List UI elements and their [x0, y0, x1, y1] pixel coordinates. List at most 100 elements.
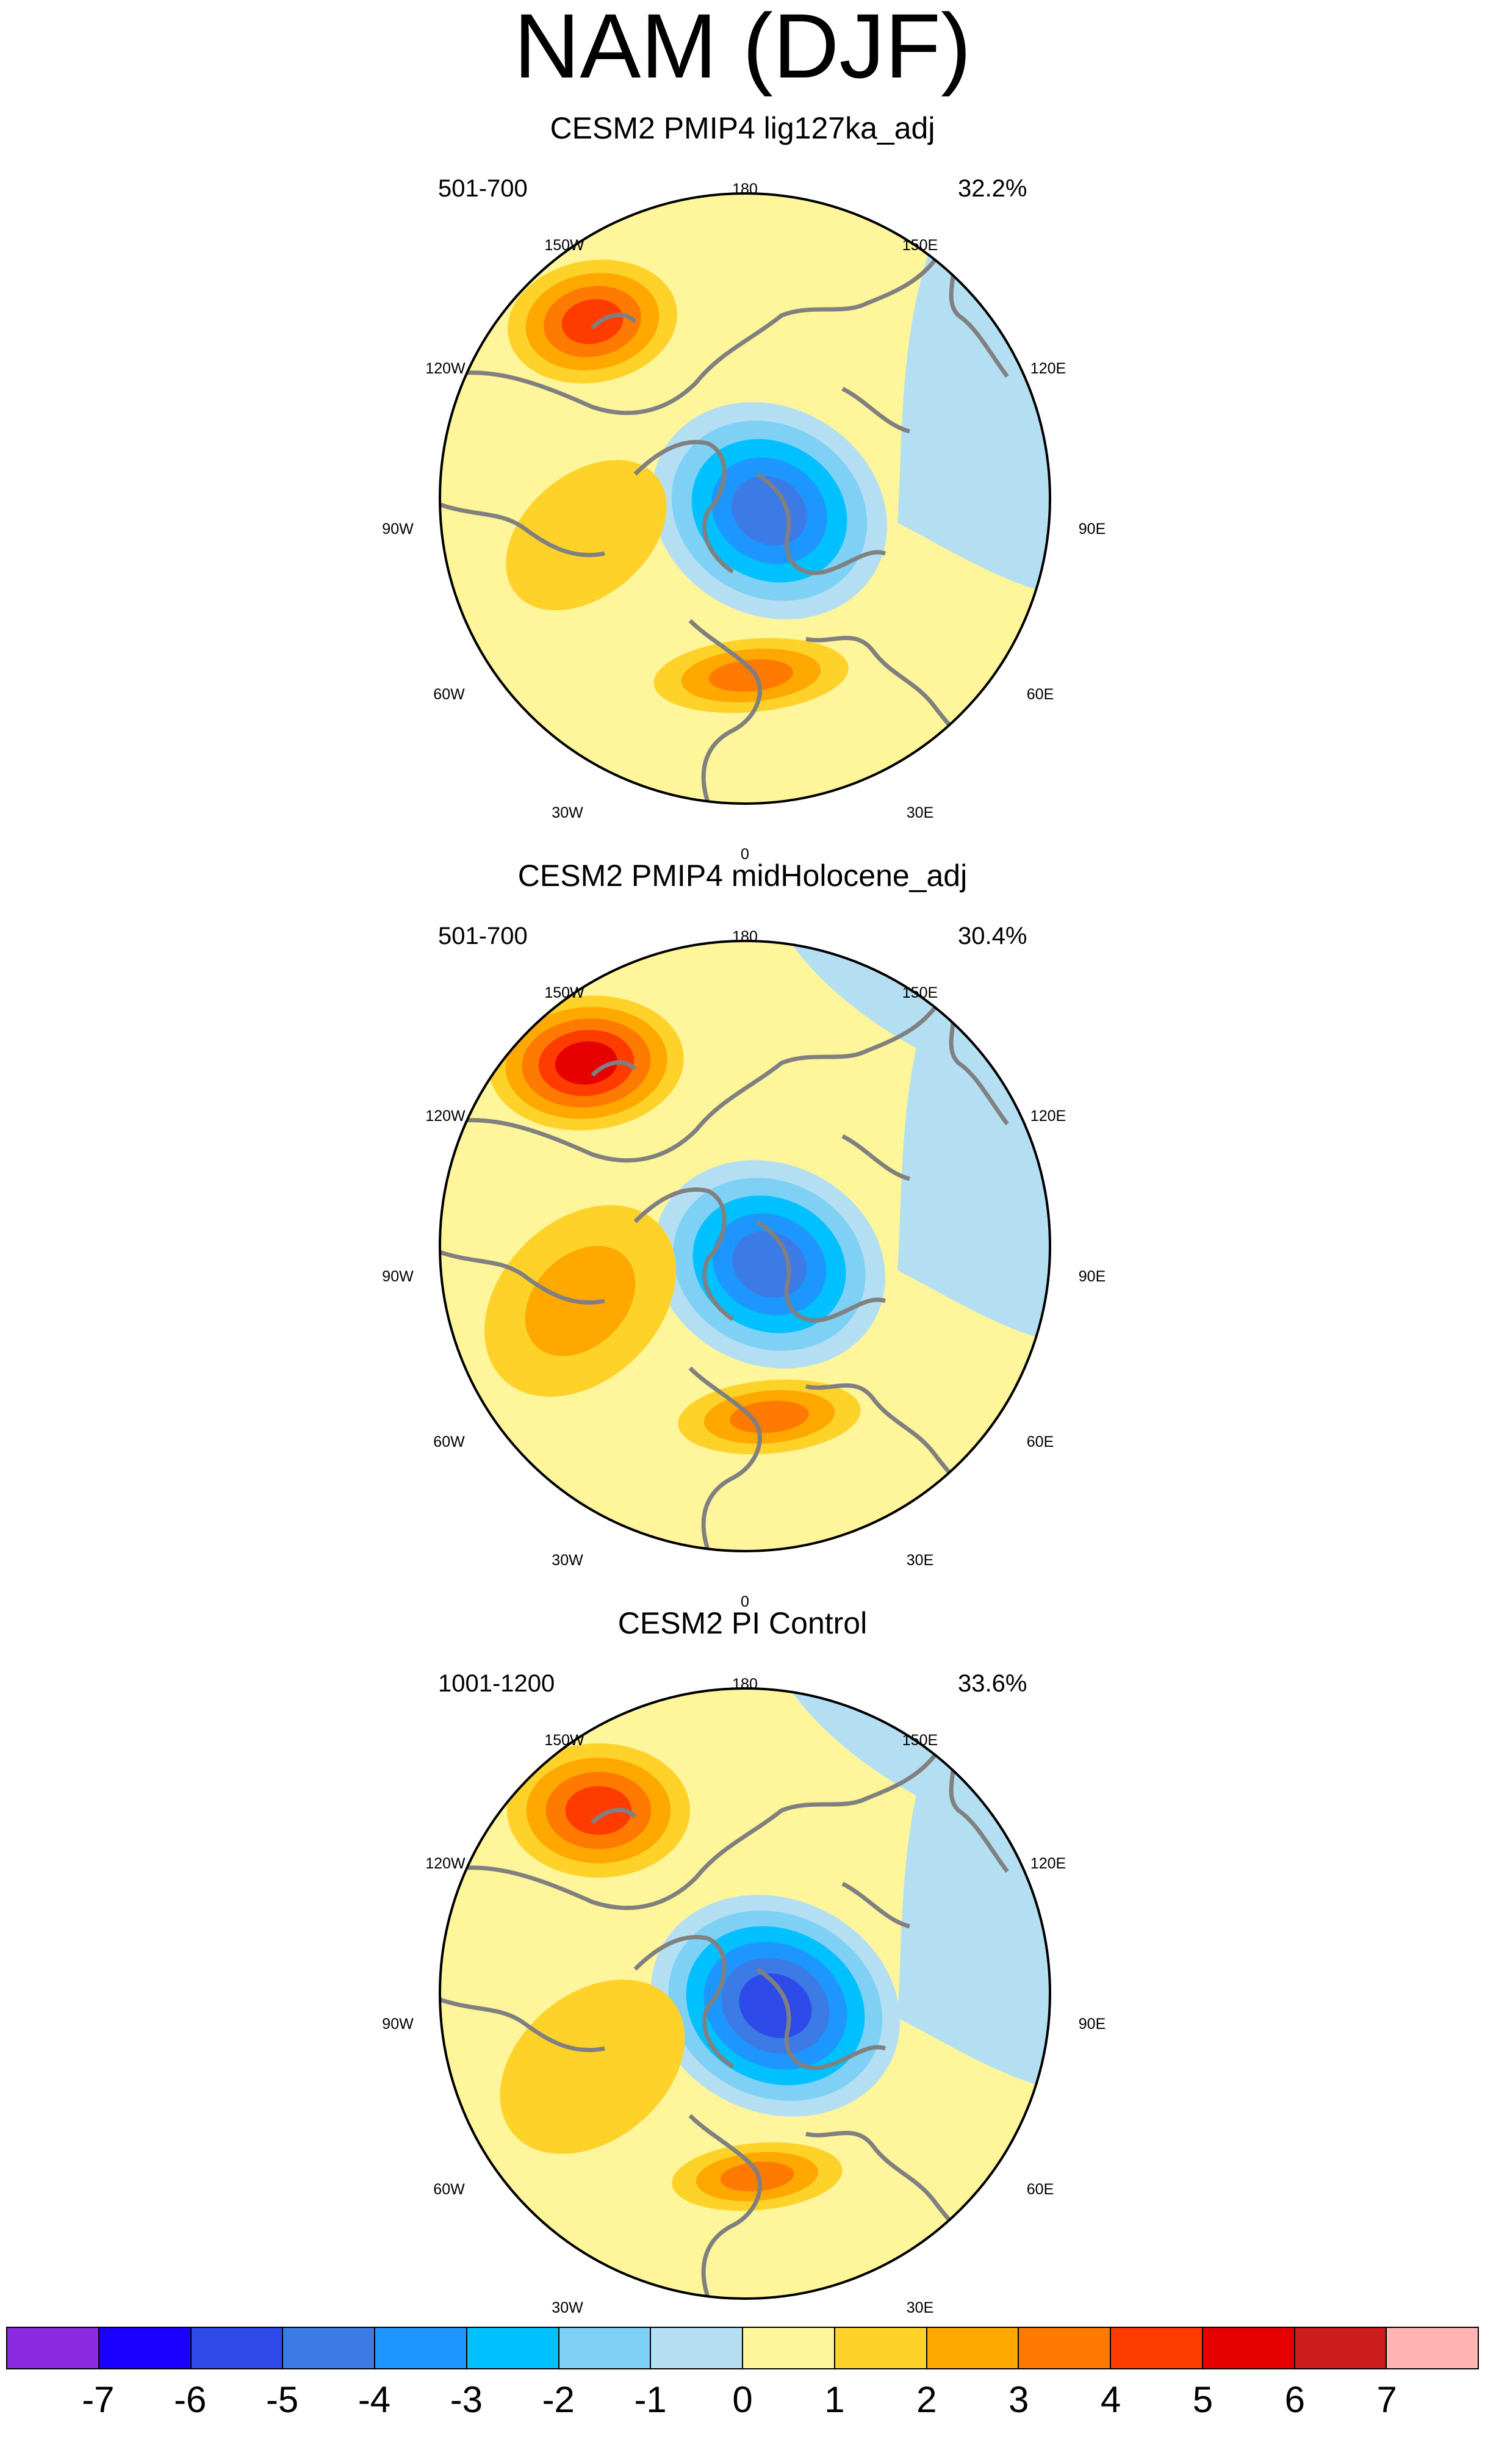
longitude-label: 30E: [906, 2299, 934, 2316]
longitude-label: 180: [732, 928, 758, 945]
pacific-positive-center-level-5: [555, 1041, 618, 1085]
colorbar-label: -7: [82, 2379, 115, 2420]
coastline: [756, 472, 886, 575]
coastlines: [440, 988, 1009, 1551]
colorbar-box: [1387, 2328, 1478, 2368]
colorbar-box: [1111, 2328, 1203, 2368]
map-boundary: [439, 192, 1051, 805]
longitude-label: 60W: [433, 2181, 465, 2198]
colorbar-box: [651, 2328, 743, 2368]
colorbar-label: 0: [732, 2379, 753, 2420]
colorbar-box: [7, 2328, 99, 2368]
colorbar-label: 1: [824, 2379, 845, 2420]
coastline: [440, 502, 605, 558]
longitude-label: 60W: [433, 1433, 465, 1450]
colorbar-label: -4: [358, 2379, 391, 2420]
longitude-label: 120W: [425, 360, 466, 377]
longitude-label: 30W: [552, 804, 583, 821]
coastline: [688, 2114, 762, 2299]
colorbar-label: 3: [1008, 2379, 1029, 2420]
coastline: [440, 241, 949, 416]
coastline: [841, 386, 910, 434]
colorbar: [6, 2327, 1479, 2369]
colorbar-box: [1295, 2328, 1387, 2368]
coastline: [841, 1881, 910, 1929]
polar-map: [439, 940, 1051, 1552]
colorbar-box: [1019, 2328, 1111, 2368]
longitude-label: 120E: [1030, 1108, 1066, 1125]
colorbar-box: [283, 2328, 375, 2368]
colorbar-label: 2: [916, 2379, 937, 2420]
contour-field: [440, 193, 1050, 804]
longitude-label: 30E: [906, 804, 934, 821]
colorbar-box: [1203, 2328, 1295, 2368]
longitude-label: 90W: [382, 521, 414, 538]
colorbar-box: [927, 2328, 1019, 2368]
arctic-negative-center-level-6: [739, 1973, 812, 2039]
map-panel: CESM2 PMIP4 lig127ka_adj 501-700 32.2% 180 1…: [0, 110, 1485, 863]
colorbar-label: -2: [542, 2379, 575, 2420]
coastline: [756, 1967, 886, 2070]
coastline: [633, 439, 734, 574]
longitude-label: 150E: [902, 1732, 938, 1749]
longitude-label: 0: [741, 1593, 749, 1610]
longitude-label: 150W: [544, 984, 584, 1001]
coastline: [688, 619, 762, 804]
longitude-label: 150E: [902, 237, 938, 254]
colorbar-label: -6: [174, 2379, 207, 2420]
polar-map: [439, 192, 1051, 805]
coastline: [688, 1366, 762, 1551]
longitude-label: 90E: [1078, 1268, 1106, 1285]
years-label: 501-700: [438, 923, 528, 949]
panel-title: CESM2 PMIP4 midHolocene_adj: [517, 859, 968, 893]
map-panel: CESM2 PMIP4 midHolocene_adj 501-700 30.4% 1…: [0, 857, 1485, 1610]
variance-label: 33.6%: [958, 1670, 1027, 1697]
longitude-label: 30E: [906, 1552, 934, 1569]
colorbar-box: [743, 2328, 835, 2368]
colorbar-box: [559, 2328, 652, 2368]
colorbar-box: [191, 2328, 284, 2368]
map-panel: CESM2 PI Control 1001-1200 33.6% 180 150E 120…: [0, 1605, 1485, 2358]
colorbar-label: 4: [1100, 2379, 1121, 2420]
map-boundary: [439, 1687, 1051, 2300]
longitude-label: 150W: [544, 237, 584, 254]
longitude-label: 90W: [382, 2016, 414, 2033]
coastline: [756, 1220, 886, 1323]
longitude-label: 90E: [1078, 2016, 1106, 2033]
longitude-label: 30W: [552, 2299, 583, 2316]
longitude-label: 150W: [544, 1732, 584, 1749]
colorbar-label: 7: [1376, 2379, 1397, 2420]
longitude-label: 60E: [1026, 1433, 1054, 1450]
longitude-label: 0: [741, 846, 749, 863]
coastline: [591, 1807, 637, 1825]
colorbar-label: -1: [634, 2379, 667, 2420]
atlantic-positive-center-level-3: [730, 1400, 809, 1433]
longitude-label: 150E: [902, 984, 938, 1001]
longitude-label: 120E: [1030, 1855, 1066, 1872]
coastline: [591, 312, 637, 330]
years-label: 501-700: [438, 175, 528, 202]
longitude-label: 120W: [425, 1855, 466, 1872]
american-positive-band-level-1: [506, 459, 667, 611]
coastline: [440, 1997, 605, 2053]
main-title: NAM (DJF): [514, 0, 971, 97]
coastline: [440, 1250, 605, 1305]
longitude-label: 180: [732, 181, 758, 198]
coastline: [440, 989, 949, 1163]
american-positive-band-level-1: [500, 1979, 685, 2154]
coastline: [591, 1060, 637, 1077]
colorbar-box: [99, 2328, 192, 2368]
longitude-label: 120W: [425, 1108, 466, 1125]
longitude-label: 180: [732, 1676, 758, 1693]
variance-label: 32.2%: [958, 175, 1027, 202]
panel-title: CESM2 PMIP4 lig127ka_adj: [550, 111, 935, 145]
longitude-label: 120E: [1030, 360, 1066, 377]
longitude-label: 60W: [433, 686, 465, 703]
colorbar-label: -3: [450, 2379, 483, 2420]
pacific-positive-center-level-4: [561, 299, 624, 344]
years-label: 1001-1200: [438, 1670, 555, 1697]
panel-title: CESM2 PI Control: [617, 1606, 868, 1640]
atlantic-positive-center-level-3: [708, 659, 794, 692]
colorbar-box: [835, 2328, 927, 2368]
polar-map: [439, 1687, 1051, 2300]
